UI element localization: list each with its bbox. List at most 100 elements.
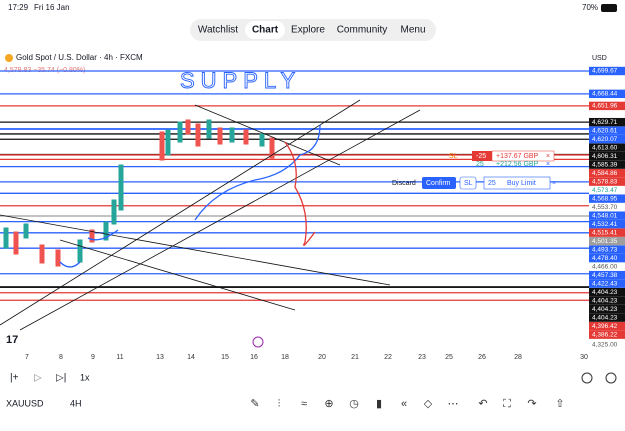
speed[interactable]: 1x — [80, 372, 90, 382]
tool-icon[interactable]: ◇ — [424, 398, 433, 410]
nav-item[interactable]: Community — [337, 25, 388, 36]
tool-icon[interactable]: ◷ — [349, 398, 359, 410]
time-label: 23 — [418, 354, 426, 361]
price-label-bg — [589, 262, 625, 271]
price-label: 4,501.35 — [592, 238, 618, 245]
price-label-bg — [589, 330, 625, 339]
price-label: 4,457.38 — [592, 272, 618, 279]
close[interactable]: × — [546, 153, 550, 160]
price-label-bg — [589, 211, 625, 220]
settings-icon[interactable] — [581, 372, 593, 384]
price-label: 4,422.43 — [592, 280, 618, 287]
tool-icon[interactable]: ⫶ — [278, 398, 281, 410]
close[interactable]: × — [552, 180, 556, 187]
price-label: 4,629.71 — [592, 119, 618, 126]
price-label-bg — [589, 296, 625, 305]
tool-icon[interactable]: ⇧ — [555, 398, 564, 410]
replay-icon[interactable]: |+ — [10, 373, 19, 384]
price-label: 4,606.31 — [592, 153, 618, 160]
time-label: 26 — [478, 354, 486, 361]
status-time: 17:29 — [8, 3, 29, 12]
tool-icon[interactable]: « — [401, 398, 407, 410]
nav-active — [245, 21, 285, 39]
tool-icon[interactable]: ↶ — [478, 398, 487, 410]
price-label: 4,651.96 — [592, 103, 618, 110]
price-label: 4,466.00 — [592, 263, 618, 270]
time-label: 8 — [59, 354, 63, 361]
price-label-bg — [589, 304, 625, 314]
price-label-bg — [589, 219, 625, 229]
quote: 4,578.83 −35.74 (−0.80%) — [4, 67, 85, 74]
symbol[interactable]: XAUUSD — [6, 398, 44, 408]
interval[interactable]: 4H — [70, 398, 82, 408]
time-label: 7 — [25, 354, 29, 361]
drawings — [59, 124, 321, 268]
nav-item[interactable]: Explore — [291, 25, 325, 36]
tool-icon[interactable]: ↷ — [527, 398, 536, 410]
symbol-title: Gold Spot / U.S. Dollar · 4h · FXCM — [16, 53, 143, 62]
time-label: 21 — [351, 354, 359, 361]
tool-icon[interactable]: ⊕ — [324, 398, 333, 410]
time-label: 11 — [116, 354, 123, 361]
nav-item[interactable]: Chart — [252, 25, 279, 36]
price-label: 4,386.22 — [592, 331, 618, 338]
price-label-bg — [589, 101, 625, 111]
price-label: 4,568.95 — [592, 195, 618, 202]
price-label-bg — [589, 253, 625, 263]
event-icon — [252, 336, 264, 348]
price-label: 4,404.23 — [592, 314, 618, 321]
time-label: 13 — [156, 354, 164, 361]
confirm[interactable]: Confirm — [426, 180, 451, 187]
price-label: 4,620.61 — [592, 127, 618, 134]
screenshot-icon[interactable] — [605, 372, 617, 384]
nav-item[interactable]: Menu — [400, 25, 425, 36]
price-label-bg — [589, 177, 625, 186]
price-label-bg — [589, 126, 625, 135]
price-label: 4,493.73 — [592, 246, 618, 253]
price-label: 4,532.41 — [592, 221, 618, 228]
tool-icon[interactable]: ⋯ — [448, 398, 459, 410]
price-label: 4,553.70 — [592, 204, 618, 211]
tool-icon[interactable]: ≈ — [301, 398, 307, 410]
price-label-bg — [589, 185, 625, 195]
price-label-bg — [589, 89, 625, 99]
price-label: 4,620.07 — [592, 136, 618, 143]
time-label: 16 — [250, 354, 258, 361]
price-label-bg — [589, 279, 625, 288]
price-label-bg — [589, 151, 625, 161]
sl2-bg — [459, 176, 477, 190]
price-label-bg — [589, 270, 625, 280]
price-label: 4,478.40 — [592, 255, 618, 262]
sl-qty-bg — [472, 151, 492, 161]
time-label: 18 — [281, 354, 289, 361]
step-icon[interactable]: ▷| — [56, 373, 66, 384]
time-label: 15 — [221, 354, 229, 361]
price-label: 4,573.47 — [592, 187, 618, 194]
nav-item[interactable]: Watchlist — [198, 25, 238, 36]
price-label: 4,585.39 — [592, 161, 618, 168]
order-bg — [483, 176, 551, 190]
sl-pnl: +137.67 GBP — [496, 153, 539, 160]
discard[interactable]: Discard — [392, 180, 416, 187]
tool-icon[interactable]: ▮ — [376, 398, 382, 410]
price-label: 4,578.83 — [592, 178, 618, 185]
close[interactable]: × — [546, 161, 550, 168]
price-label-bg — [589, 321, 625, 331]
price-label-bg — [589, 340, 625, 350]
price-label: 4,404.23 — [592, 289, 618, 296]
confirm-bg[interactable] — [422, 177, 456, 189]
price-label: 4,325.00 — [592, 342, 618, 349]
tool-icon[interactable]: ✎ — [250, 398, 259, 410]
tool-icon[interactable]: ⛶ — [503, 398, 511, 410]
red-drawing — [284, 141, 316, 246]
price-label-bg — [589, 245, 625, 254]
price-label-bg — [589, 228, 625, 237]
currency: USD — [592, 55, 607, 62]
price-label-bg — [589, 168, 625, 178]
play-icon[interactable]: ▷ — [34, 373, 42, 384]
time-label: 28 — [514, 354, 522, 361]
sl-pnl-bg — [491, 150, 555, 162]
qty: 25 — [488, 180, 496, 187]
price-label-bg — [589, 66, 625, 76]
